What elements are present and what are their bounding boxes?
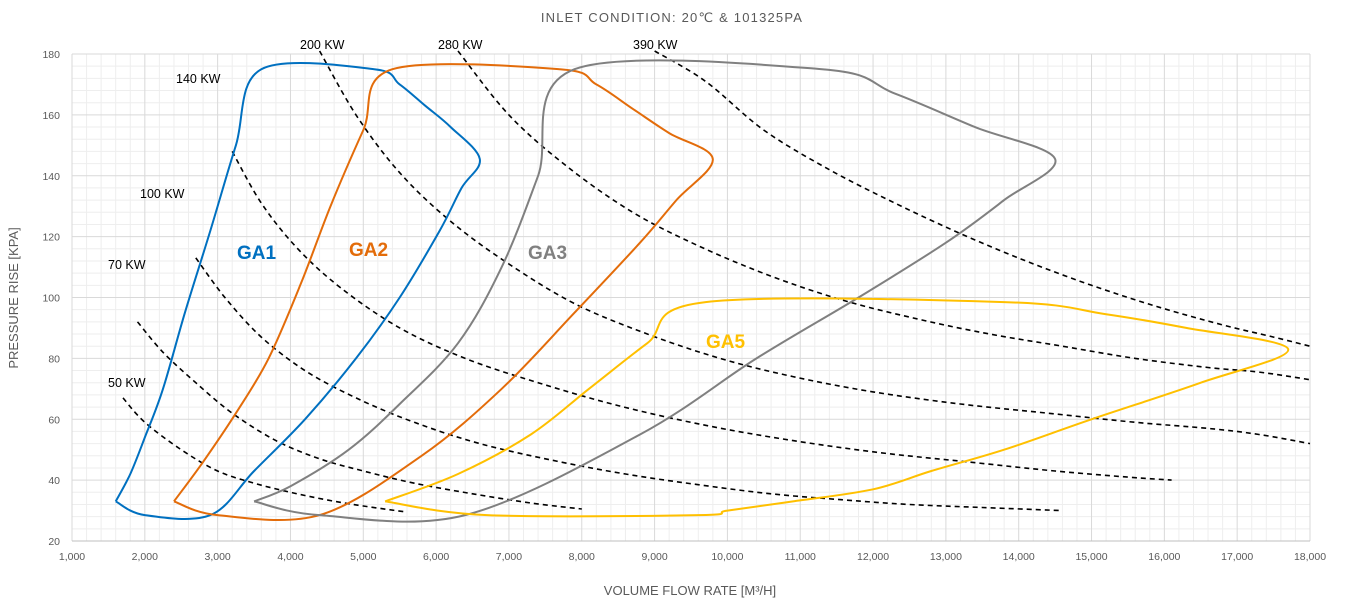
power-label-140kw: 140 KW [176, 72, 221, 86]
power-label-390kw: 390 KW [633, 38, 678, 52]
region-label-ga2: GA2 [349, 240, 388, 261]
power-label-280kw: 280 KW [438, 38, 483, 52]
x-tick-label: 6,000 [423, 551, 449, 563]
x-tick-label: 15,000 [1075, 551, 1107, 563]
x-tick-labels: 1,000 2,000 3,000 4,000 5,000 6,000 7,000 8,000… [59, 551, 1326, 563]
region-ga2-outline [173, 63, 714, 522]
x-tick-label: 8,000 [569, 551, 595, 563]
x-tick-label: 18,000 [1294, 551, 1326, 563]
region-label-ga5: GA5 [706, 332, 746, 353]
y-tick-label: 140 [42, 171, 60, 183]
regions [114, 59, 1290, 523]
power-label-200kw: 200 KW [300, 38, 345, 52]
y-tick-label: 160 [42, 110, 60, 122]
y-tick-labels: 20 40 60 80 100 120 140 160 180 [42, 49, 60, 548]
power-label-100kw: 100 KW [140, 187, 185, 201]
x-tick-label: 10,000 [711, 551, 743, 563]
x-tick-label: 5,000 [350, 551, 376, 563]
power-curve-140kw [231, 151, 1172, 481]
y-tick-label: 40 [48, 475, 60, 487]
power-curve-70kw [136, 321, 582, 510]
x-tick-label: 7,000 [496, 551, 522, 563]
x-tick-label: 3,000 [205, 551, 231, 563]
x-tick-label: 2,000 [132, 551, 158, 563]
y-axis-label: PRESSURE RISE [KPA] [6, 227, 21, 368]
x-tick-label: 12,000 [857, 551, 889, 563]
x-tick-label: 4,000 [277, 551, 303, 563]
x-tick-label: 1,000 [59, 551, 85, 563]
major-gridlines [71, 53, 1311, 541]
region-ga5-outline [384, 297, 1290, 518]
power-curve-280kw [457, 50, 1311, 381]
y-tick-label: 100 [42, 293, 60, 305]
power-label-70kw: 70 KW [108, 258, 146, 272]
x-tick-label: 11,000 [785, 551, 816, 563]
y-tick-label: 80 [48, 353, 60, 365]
chart-title: INLET CONDITION: 20℃ & 101325PA [541, 10, 803, 25]
x-tick-label: 9,000 [641, 551, 667, 563]
power-curve-200kw [318, 50, 1311, 445]
power-curve-50kw [122, 397, 408, 513]
region-label-ga3: GA3 [528, 243, 567, 264]
power-curves [122, 50, 1311, 513]
y-tick-label: 180 [42, 49, 60, 61]
region-ga1-outline [114, 61, 481, 520]
region-label-ga1: GA1 [237, 243, 277, 264]
x-tick-label: 13,000 [930, 551, 962, 563]
x-tick-label: 14,000 [1003, 551, 1035, 563]
x-tick-label: 16,000 [1148, 551, 1180, 563]
power-curve-100kw [195, 257, 1063, 512]
y-tick-label: 120 [42, 232, 60, 244]
power-curve-390kw [654, 50, 1311, 347]
x-tick-label: 17,000 [1221, 551, 1253, 563]
power-label-50kw: 50 KW [108, 376, 146, 390]
x-axis-label: VOLUME FLOW RATE [M³/H] [604, 583, 776, 598]
y-tick-label: 60 [48, 414, 60, 426]
y-tick-label: 20 [48, 536, 60, 548]
region-ga3-outline [253, 59, 1057, 523]
